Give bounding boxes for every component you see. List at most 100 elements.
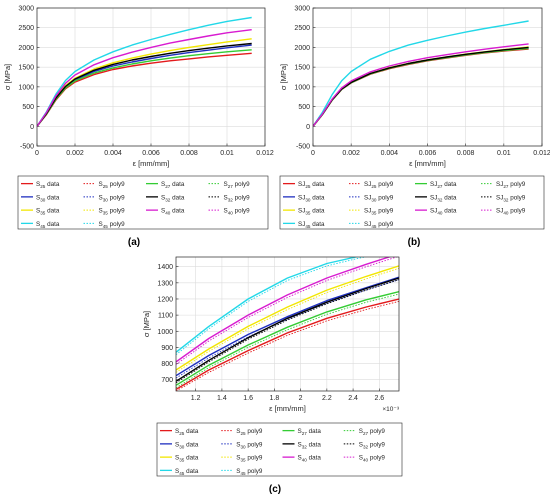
legend-entry-subscript: 45: [371, 224, 377, 229]
legend-entry: S40 poly9: [359, 455, 386, 463]
legend-entry-base: SJ: [430, 181, 437, 188]
series-line-s27: [176, 291, 399, 386]
legend-entry: S30 data: [175, 441, 199, 449]
legend-entry-base: S: [161, 181, 165, 188]
legend-entry-suffix: data: [45, 181, 60, 188]
legend-entry-base: SJ: [364, 181, 371, 188]
legend-entry: SJ32 poly9: [496, 194, 526, 202]
x-tick-label: 2.2: [322, 395, 332, 402]
series-group: [176, 257, 399, 391]
legend-entry: S35 data: [175, 455, 199, 463]
legend-entry: S27 data: [298, 428, 322, 436]
legend-entry-suffix: poly9: [233, 194, 250, 201]
series-line-s35: [176, 265, 399, 371]
legend-entry: SJ35 poly9: [364, 208, 394, 216]
legend-entry: S25 data: [36, 181, 60, 189]
legend-entry-base: S: [36, 181, 40, 188]
legend-entry-base: SJ: [364, 194, 371, 201]
legend-entry-base: S: [99, 194, 103, 201]
y-tick-label: 0: [306, 124, 310, 131]
series-line-s40-poly9: [176, 257, 398, 365]
legend-entry-suffix: poly9: [108, 181, 125, 188]
legend-entry-base: S: [175, 428, 179, 435]
x-tick-label: 0.012: [256, 150, 274, 157]
series-line-s40: [37, 29, 252, 127]
y-tick-label: -500: [20, 144, 34, 151]
legend-entry-suffix: data: [45, 208, 60, 215]
x-tick-label: 0.002: [66, 150, 84, 157]
legend-entry-base: S: [161, 208, 165, 215]
legend-entry-base: S: [359, 441, 363, 448]
legend-entry-base: S: [99, 181, 103, 188]
legend-entry-subscript: 25: [240, 431, 246, 436]
y-tick-label: 1200: [157, 296, 173, 303]
legend-entry-base: SJ: [430, 208, 437, 215]
x-tick-label: 0.008: [457, 150, 475, 157]
legend-entry: S45 data: [36, 221, 60, 229]
legend-entry: SJ35 data: [298, 208, 325, 216]
legend-entry: S45 poly9: [236, 468, 263, 476]
legend-entry-suffix: poly9: [368, 455, 385, 462]
series-line-s25-poly9: [176, 300, 399, 391]
legend-entry-subscript: 30: [179, 444, 185, 449]
legend-entry-subscript: 27: [228, 184, 234, 189]
legend-box: [279, 175, 545, 230]
legend-entry-base: S: [236, 441, 240, 448]
x-tick-label: 0.006: [419, 150, 437, 157]
y-tick-label: 3000: [18, 6, 34, 13]
legend-entry: SJ32 data: [430, 194, 457, 202]
legend-entry-base: SJ: [298, 221, 305, 228]
chart-panel-c: (c) 1.2 1.4 1.6 1.8 2 2.2 2.4 2.6 700 800 900 1000 1…: [142, 256, 403, 495]
panel-label-a: (a): [128, 237, 140, 248]
legend-entry-suffix: poly9: [376, 194, 393, 201]
legend-entry-base: S: [224, 208, 228, 215]
legend-entry-subscript: 27: [503, 184, 509, 189]
y-tick-label: 1000: [157, 329, 173, 336]
legend-entry-suffix: data: [310, 208, 325, 215]
legend-entry-subscript: 25: [371, 184, 377, 189]
legend-entry-suffix: data: [442, 208, 457, 215]
legend-entry: S40 data: [161, 208, 185, 216]
legend-entry: S32 data: [161, 194, 185, 202]
legend-entry: SJ25 data: [298, 181, 325, 189]
legend-entry-suffix: data: [442, 194, 457, 201]
legend-entry-base: S: [36, 194, 40, 201]
series-line-s27: [37, 49, 252, 127]
legend-entry-base: S: [236, 468, 240, 475]
x-tick-label: 2.4: [348, 395, 358, 402]
x-tick-label: 0: [311, 150, 315, 157]
y-tick-label: 1000: [18, 84, 34, 91]
x-tick-label: 0.004: [381, 150, 399, 157]
legend-entry-base: S: [175, 455, 179, 462]
legend-entry: SJ30 poly9: [364, 194, 394, 202]
y-axis-label: σ [MPa]: [279, 64, 288, 90]
x-tick-label: 0.01: [497, 150, 511, 157]
legend-entry-suffix: data: [170, 208, 185, 215]
legend-entry: S30 data: [36, 194, 60, 202]
y-tick-label: 2500: [294, 25, 310, 32]
x-tick-label: 0.012: [533, 150, 550, 157]
legend-entry: S27 data: [161, 181, 185, 189]
legend-entry-suffix: poly9: [246, 468, 263, 475]
y-tick-label: 500: [22, 104, 34, 111]
legend-entry-subscript: 40: [302, 458, 308, 463]
panel-label-c: (c): [269, 484, 281, 495]
legend-entry: SJ30 data: [298, 194, 325, 202]
x-tick-label: 1.8: [270, 395, 280, 402]
legend-entry: SJ45 data: [298, 221, 325, 229]
legend-entry-subscript: 45: [40, 224, 46, 229]
legend-entry-suffix: poly9: [376, 221, 393, 228]
legend-entry-suffix: data: [184, 441, 199, 448]
legend-entry-suffix: poly9: [508, 208, 525, 215]
legend-entry-base: S: [99, 208, 103, 215]
y-tick-label: 1500: [294, 65, 310, 72]
legend-box: [156, 422, 403, 477]
legend-entry-base: SJ: [496, 208, 503, 215]
series-line-s30: [176, 276, 399, 377]
y-tick-label: 500: [298, 104, 310, 111]
chart-panel-a: (a) 0 0.002 0.004 0.006 0.008 0.01 0.012-50005…: [3, 6, 274, 249]
series-line-s30-poly9: [176, 279, 399, 379]
legend-entry-subscript: 40: [363, 458, 369, 463]
legend-entry-subscript: 27: [165, 184, 171, 189]
legend-entry-suffix: data: [307, 455, 322, 462]
